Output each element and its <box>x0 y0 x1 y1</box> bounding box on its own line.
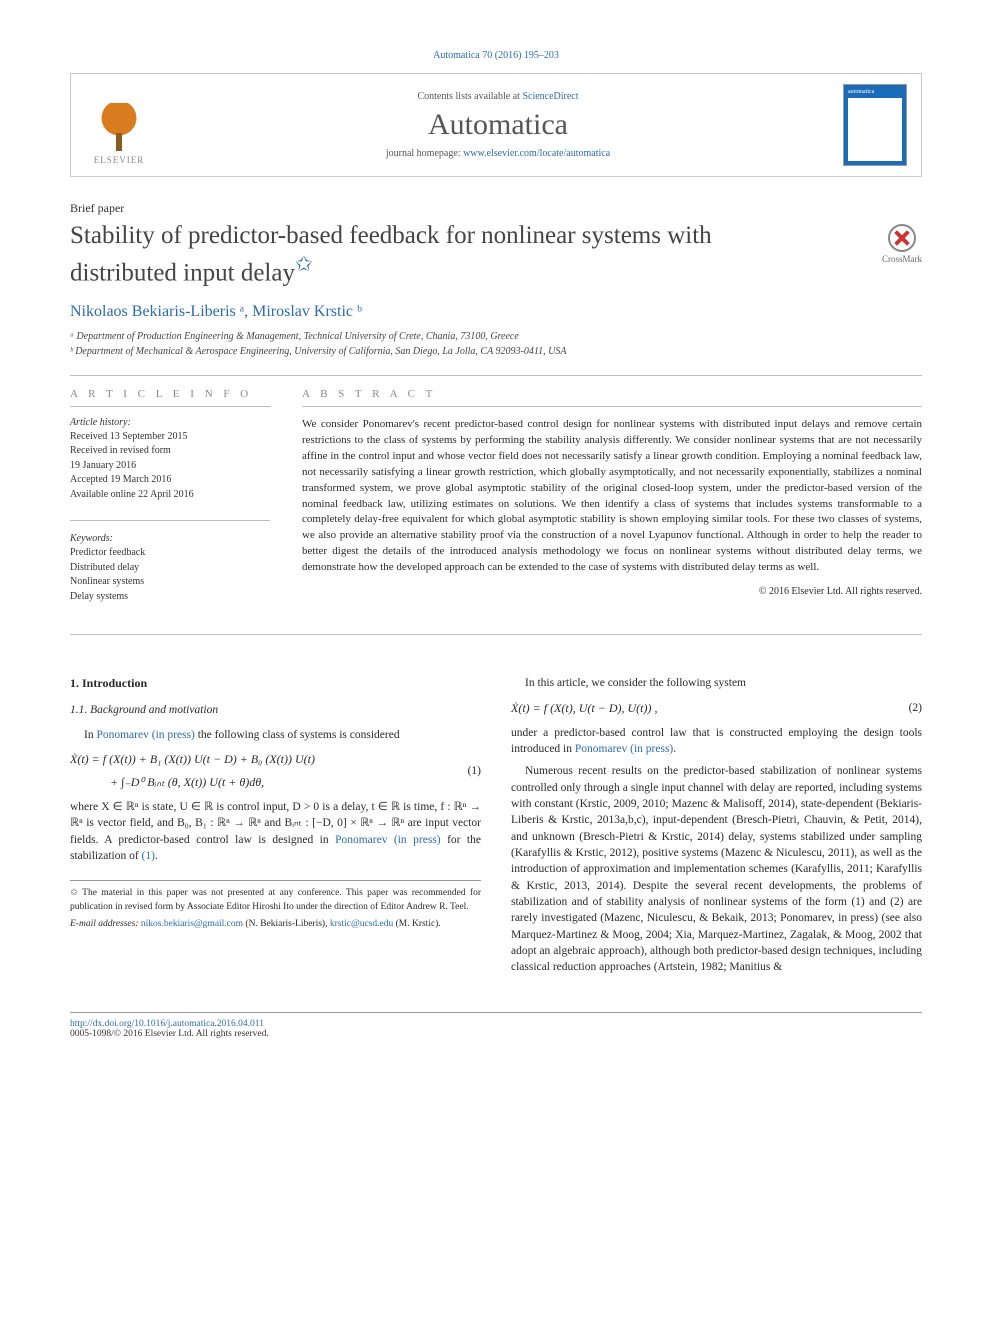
issn-line: 0005-1098/© 2016 Elsevier Ltd. All right… <box>70 1029 922 1039</box>
body-columns: 1. Introduction 1.1. Background and moti… <box>70 675 922 981</box>
author-list: Nikolaos Bekiaris-Liberis ᵃ, Miroslav Kr… <box>70 303 922 321</box>
info-header: A R T I C L E I N F O <box>70 388 270 407</box>
info-separator <box>70 520 270 521</box>
running-header: Automatica 70 (2016) 195–203 <box>70 50 922 61</box>
elsevier-text: ELSEVIER <box>94 155 145 165</box>
journal-name: Automatica <box>153 108 843 142</box>
equation-2: Ẋ(t) = f (X(t), U(t − D), U(t)) , (2) <box>511 700 922 717</box>
journal-banner: ELSEVIER Contents lists available at Sci… <box>70 73 922 177</box>
contents-prefix: Contents lists available at <box>417 91 522 102</box>
paper-type: Brief paper <box>70 201 922 216</box>
section-1-1-title: 1.1. Background and motivation <box>70 702 481 718</box>
ref-eq1[interactable]: (1) <box>142 850 155 862</box>
keyword-2: Distributed delay <box>70 561 270 576</box>
homepage-prefix: journal homepage: <box>386 148 463 159</box>
eq2-body: Ẋ(t) = f (X(t), U(t − D), U(t)) , <box>511 700 892 717</box>
equation-1: Ẋ(t) = f (X(t)) + B₁ (X(t)) U(t − D) + B… <box>70 751 481 791</box>
title-row: Stability of predictor-based feedback fo… <box>70 220 922 289</box>
revised-line2: 19 January 2016 <box>70 459 270 474</box>
cite-inpress[interactable]: (in press) <box>149 729 195 741</box>
eq2-number: (2) <box>892 700 922 716</box>
cite-ponomarev[interactable]: Ponomarev <box>96 729 148 741</box>
online-date: Available online 22 April 2016 <box>70 488 270 503</box>
footnote-star: ✩ The material in this paper was not pre… <box>70 887 481 914</box>
affil-a: ᵃ Department of Production Engineering &… <box>70 329 922 344</box>
info-abstract-row: A R T I C L E I N F O Article history: R… <box>70 388 922 623</box>
history-block: Article history: Received 13 September 2… <box>70 417 270 503</box>
keyword-4: Delay systems <box>70 590 270 605</box>
col2-para-1: In this article, we consider the followi… <box>511 675 922 691</box>
cite-ponomarev-2[interactable]: Ponomarev (in press) <box>335 834 441 846</box>
crossmark-badge[interactable]: CrossMark <box>882 224 922 264</box>
contents-line: Contents lists available at ScienceDirec… <box>153 91 843 102</box>
col2-para-2: under a predictor-based control law that… <box>511 725 922 758</box>
footnotes: ✩ The material in this paper was not pre… <box>70 880 481 931</box>
keywords-label: Keywords: <box>70 533 270 544</box>
column-right: In this article, we consider the followi… <box>511 675 922 981</box>
email-2[interactable]: krstic@ucsd.edu <box>330 919 393 929</box>
elsevier-logo: ELSEVIER <box>85 85 153 165</box>
affil-b: ᵇ Department of Mechanical & Aerospace E… <box>70 344 922 359</box>
sciencedirect-link[interactable]: ScienceDirect <box>522 91 578 102</box>
elsevier-tree-icon <box>94 103 144 153</box>
journal-homepage: journal homepage: www.elsevier.com/locat… <box>153 148 843 159</box>
homepage-link[interactable]: www.elsevier.com/locate/automatica <box>463 148 610 159</box>
banner-center: Contents lists available at ScienceDirec… <box>153 91 843 159</box>
paper-title: Stability of predictor-based feedback fo… <box>70 220 810 289</box>
crossmark-label: CrossMark <box>882 254 922 264</box>
article-info: A R T I C L E I N F O Article history: R… <box>70 388 270 623</box>
abstract-text: We consider Ponomarev's recent predictor… <box>302 417 922 576</box>
cite-ponomarev-3[interactable]: Ponomarev (in press) <box>575 743 673 755</box>
eq1-body: Ẋ(t) = f (X(t)) + B₁ (X(t)) U(t − D) + B… <box>70 751 451 791</box>
title-text: Stability of predictor-based feedback fo… <box>70 222 712 287</box>
cover-body <box>848 98 902 161</box>
footnote-emails: E-mail addresses: nikos.bekiaris@gmail.c… <box>70 918 481 931</box>
eq1-number: (1) <box>451 763 481 779</box>
page: Automatica 70 (2016) 195–203 ELSEVIER Co… <box>0 0 992 1069</box>
keyword-1: Predictor feedback <box>70 546 270 561</box>
revised-line1: Received in revised form <box>70 444 270 459</box>
cover-label: automatica <box>848 89 902 95</box>
separator <box>70 375 922 376</box>
keyword-3: Nonlinear systems <box>70 575 270 590</box>
accepted-date: Accepted 19 March 2016 <box>70 473 270 488</box>
col2-para-3: Numerous recent results on the predictor… <box>511 763 922 975</box>
history-label: Article history: <box>70 417 270 428</box>
para-2: where X ∈ ℝⁿ is state, U ∈ ℝ is control … <box>70 799 481 864</box>
para-1: In Ponomarev (in press) the following cl… <box>70 727 481 743</box>
title-note-icon: ✩ <box>295 252 312 276</box>
abstract-copyright: © 2016 Elsevier Ltd. All rights reserved… <box>302 586 922 597</box>
abstract-column: A B S T R A C T We consider Ponomarev's … <box>302 388 922 623</box>
column-left: 1. Introduction 1.1. Background and moti… <box>70 675 481 981</box>
separator-2 <box>70 634 922 635</box>
bottom-separator <box>70 1012 922 1013</box>
received-date: Received 13 September 2015 <box>70 430 270 445</box>
affiliations: ᵃ Department of Production Engineering &… <box>70 329 922 359</box>
email-1[interactable]: nikos.bekiaris@gmail.com <box>141 919 243 929</box>
journal-cover-thumb: automatica <box>843 84 907 166</box>
crossmark-icon <box>888 224 916 252</box>
section-1-title: 1. Introduction <box>70 675 481 692</box>
citation-link[interactable]: Automatica 70 (2016) 195–203 <box>433 50 559 61</box>
email-label: E-mail addresses: <box>70 919 141 929</box>
abstract-header: A B S T R A C T <box>302 388 922 407</box>
doi-link[interactable]: http://dx.doi.org/10.1016/j.automatica.2… <box>70 1019 922 1029</box>
keywords-block: Keywords: Predictor feedback Distributed… <box>70 533 270 604</box>
